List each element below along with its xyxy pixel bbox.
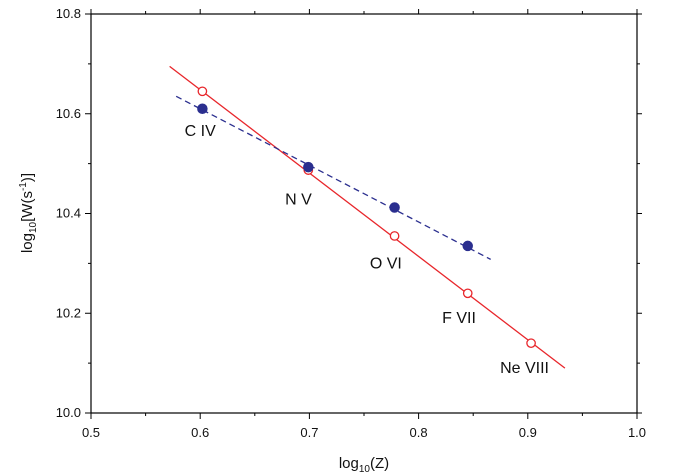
data-point-2	[462, 240, 473, 252]
data-point-2	[303, 161, 314, 173]
x-axis-title: log10(Z)	[339, 455, 389, 475]
y-tick-label: 10.6	[56, 106, 81, 121]
y-tick-label: 10.8	[56, 6, 81, 21]
data-point-1	[462, 288, 473, 299]
axis-ticks: 0.5 0.6 0.7 0.8 0.9 1.0 10.0 10.2 10.4 10.6 10.8	[56, 6, 646, 440]
x-tick-label: 0.6	[191, 425, 209, 440]
data-points	[197, 86, 536, 349]
fit-lines	[169, 65, 566, 369]
ion-label: F VII	[442, 310, 476, 327]
y-tick-label: 10.2	[56, 305, 81, 320]
fit-line-2	[175, 95, 491, 260]
ion-label: O VI	[370, 255, 402, 272]
ion-label: N V	[285, 192, 312, 209]
ion-label: C IV	[185, 123, 216, 140]
data-point-2	[197, 103, 208, 115]
x-tick-label: 0.7	[300, 425, 318, 440]
y-axis-title: log10[W(s-1)]	[18, 173, 39, 253]
ion-labels: C IV N V O VI F VII Ne VIII	[185, 123, 549, 377]
x-tick-label: 1.0	[628, 425, 646, 440]
ion-label: Ne VIII	[500, 360, 549, 377]
y-tick-label: 10.0	[56, 405, 81, 420]
x-tick-label: 0.8	[410, 425, 428, 440]
y-tick-label: 10.4	[56, 206, 81, 221]
x-tick-label: 0.5	[82, 425, 100, 440]
data-point-1	[389, 231, 400, 241]
x-tick-label: 0.9	[519, 425, 537, 440]
data-point-1	[526, 338, 536, 349]
fit-line-1	[169, 65, 566, 369]
data-point-2	[389, 202, 400, 213]
data-point-1	[197, 86, 208, 97]
plot-frame	[90, 13, 638, 414]
